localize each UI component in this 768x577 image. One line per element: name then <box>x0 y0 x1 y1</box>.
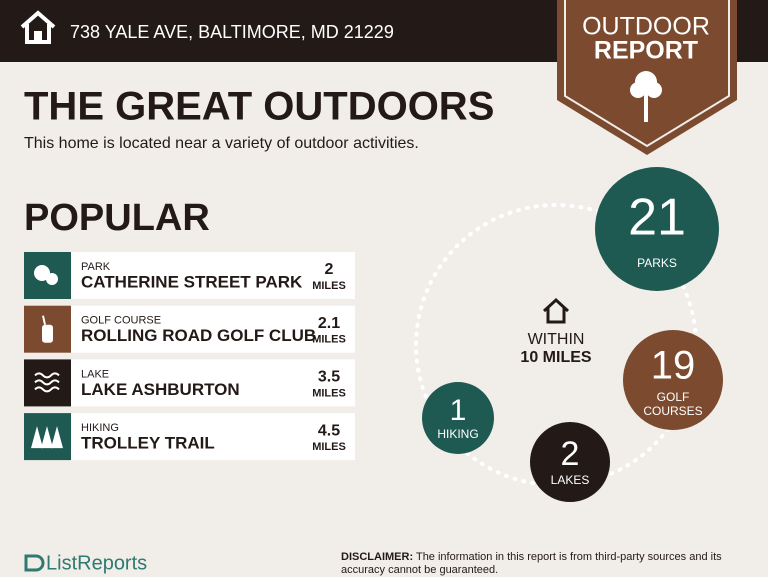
item-distance: 2.1 <box>318 315 340 332</box>
item-name: ROLLING ROAD GOLF CLUB <box>81 326 316 345</box>
item-unit: MILES <box>312 334 346 346</box>
count-label: PARKS <box>637 256 677 270</box>
icon-shape <box>34 386 60 393</box>
icon-shape <box>34 372 60 379</box>
count-circle <box>623 330 723 430</box>
count-circle <box>422 382 494 454</box>
count-circle <box>595 167 719 291</box>
item-category: LAKE <box>81 368 109 380</box>
item-category: GOLF COURSE <box>81 315 161 327</box>
count-value: 19 <box>651 344 696 388</box>
item-category: PARK <box>81 261 111 273</box>
badge-line2: REPORT <box>594 37 698 65</box>
icon-shape <box>31 426 43 449</box>
list-row <box>24 359 355 407</box>
disclaimer-text: The information in this report is from t… <box>341 551 722 576</box>
disclaimer: DISCLAIMER: The information in this repo… <box>341 551 756 577</box>
list-row <box>24 252 355 299</box>
icon-shape <box>42 315 46 325</box>
icon-shape <box>42 324 53 343</box>
count-value: 21 <box>628 189 686 247</box>
list-icon-box <box>24 359 71 407</box>
count-label: COURSES <box>643 404 702 418</box>
icon-shape <box>41 426 53 449</box>
count-label: HIKING <box>437 427 478 441</box>
icon-shape <box>34 379 60 386</box>
disclaimer-label: DISCLAIMER: <box>341 551 414 563</box>
item-category: HIKING <box>81 422 119 434</box>
count-label: GOLF <box>657 390 690 404</box>
icon-shape <box>34 265 50 281</box>
home-icon <box>20 10 56 44</box>
count-value: 2 <box>561 435 580 473</box>
item-distance: 4.5 <box>318 422 340 439</box>
brand: ListReports <box>46 552 147 574</box>
tree-icon <box>630 71 662 122</box>
badge-line1: OUTDOOR <box>582 13 710 41</box>
item-distance: 3.5 <box>318 369 340 386</box>
icon-shape <box>51 426 63 449</box>
count-circle <box>530 422 610 502</box>
item-unit: MILES <box>312 441 346 453</box>
center-line2: 10 MILES <box>520 349 591 366</box>
title: THE GREAT OUTDOORS <box>24 85 494 129</box>
list-row <box>24 305 355 353</box>
item-distance: 2 <box>325 261 334 278</box>
item-name: LAKE ASHBURTON <box>81 380 240 399</box>
address: 738 YALE AVE, BALTIMORE, MD 21229 <box>70 22 394 42</box>
count-value: 1 <box>450 394 467 427</box>
list-row <box>24 413 355 461</box>
item-name: TROLLEY TRAIL <box>81 434 215 453</box>
brand-logo <box>24 554 45 572</box>
item-unit: MILES <box>312 387 346 399</box>
count-label: LAKES <box>551 473 590 487</box>
badge-border <box>564 0 730 148</box>
center-line1: WITHIN <box>528 331 585 348</box>
popular-heading: POPULAR <box>24 197 210 239</box>
item-name: CATHERINE STREET PARK <box>81 272 303 291</box>
center-home-icon <box>542 297 570 324</box>
item-unit: MILES <box>312 280 346 292</box>
subtitle: This home is located near a variety of o… <box>24 135 419 152</box>
icon-shape <box>46 273 58 285</box>
